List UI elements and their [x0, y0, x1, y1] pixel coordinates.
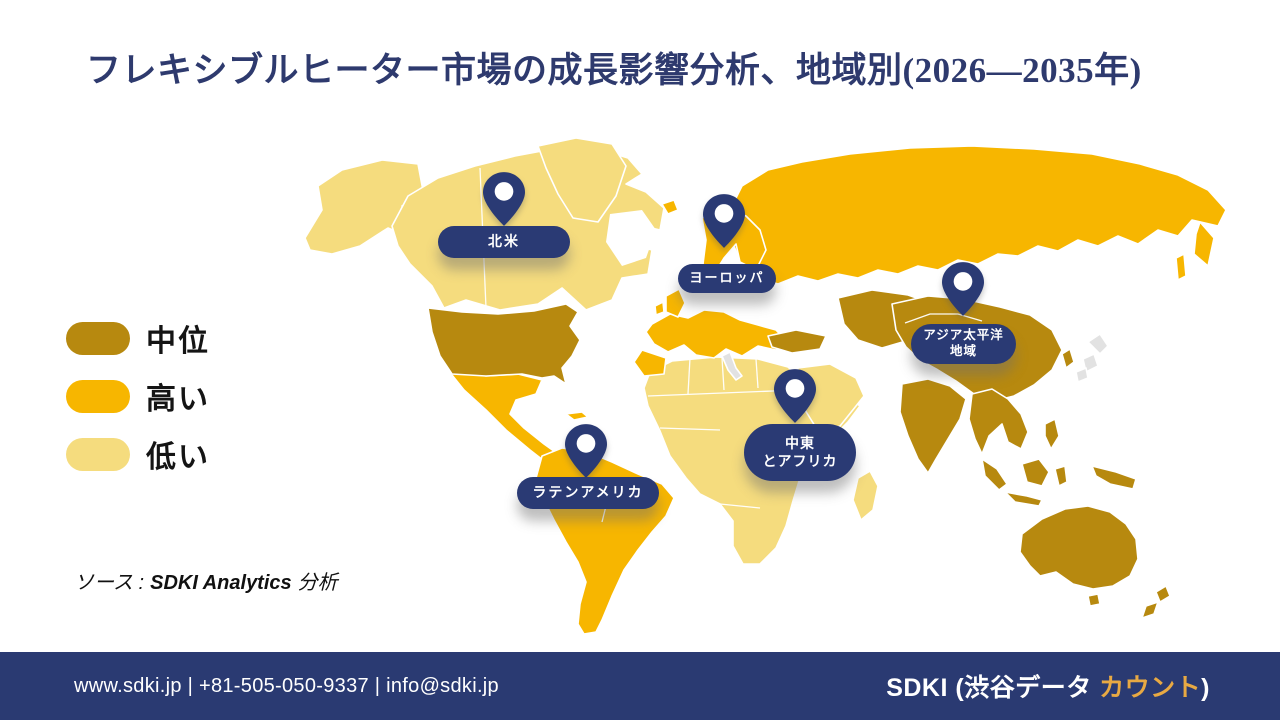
countries-high [447, 145, 1227, 635]
sea-overlays [606, 210, 843, 339]
legend-item-high: 高い [66, 374, 210, 418]
region-southeast-asia [968, 388, 1029, 455]
legend-swatch-medium [66, 321, 130, 355]
region-caribbean [565, 411, 589, 421]
footer-brand: SDKI (渋谷データ カウント) [886, 668, 1210, 704]
country-korea [1061, 348, 1075, 369]
country-japan-hokkaido [1087, 333, 1109, 355]
country-australia [1019, 505, 1139, 590]
legend-label-high: 高い [146, 383, 210, 416]
footer-brand-accent: カウント [1099, 674, 1202, 702]
country-japan-kyushu [1075, 367, 1089, 383]
source-suffix: 分析 [297, 572, 338, 594]
region-iberia [633, 349, 667, 377]
footer-brand-suffix: ) [1201, 674, 1210, 702]
region-label-asia-pacific: アジア太平洋 地域 [911, 324, 1016, 364]
map-pin-asia-pacific [942, 262, 984, 316]
footer-bar: www.sdki.jp | +81-505-050-9337 | info@sd… [0, 652, 1280, 720]
island-sulawesi [1054, 465, 1068, 487]
island-new-guinea [1091, 465, 1137, 490]
legend-label-medium: 中位 [146, 325, 210, 358]
legend-swatch-high [66, 379, 130, 413]
country-ireland [654, 301, 665, 316]
region-kamchatka [1193, 221, 1215, 267]
pin-icon [565, 424, 607, 478]
country-new-zealand-south [1141, 601, 1159, 619]
legend-item-medium: 中位 [66, 316, 210, 360]
countries-medium [427, 289, 1171, 619]
pin-icon [774, 369, 816, 423]
legend-swatch-low [66, 437, 130, 471]
footer-contact: www.sdki.jp | +81-505-050-9337 | info@sd… [74, 674, 499, 697]
source-prefix: ソース : [74, 572, 145, 594]
map-pin-latin-america [565, 424, 607, 478]
pin-icon [942, 262, 984, 316]
country-uk [665, 288, 686, 318]
source-name: SDKI Analytics [150, 572, 292, 594]
caspian-sea [829, 309, 843, 339]
pin-icon [703, 194, 745, 248]
legend: 中位 高い 低い [66, 316, 210, 490]
pin-icon [483, 172, 525, 226]
region-label-europe: ヨーロッパ [678, 264, 776, 293]
island-borneo [1021, 458, 1050, 487]
island-tasmania [1087, 593, 1101, 607]
map-pin-middle-east-africa [774, 369, 816, 423]
map-pin-north-america [483, 172, 525, 226]
country-greenland [537, 137, 627, 223]
region-mexico-central-america [447, 369, 573, 469]
map-pin-europe [703, 194, 745, 248]
legend-item-low: 低い [66, 432, 210, 476]
country-usa [427, 303, 581, 385]
country-russia [727, 145, 1227, 285]
country-madagascar [852, 470, 879, 521]
island-java [1004, 491, 1043, 507]
region-label-middle-east-africa: 中東 とアフリカ [744, 424, 856, 481]
country-india [899, 378, 967, 474]
region-label-latin-america: ラテンアメリカ [517, 477, 659, 509]
island-sumatra [981, 458, 1008, 491]
world-map [290, 118, 1235, 643]
source-note: ソース : SDKI Analytics 分析 [74, 566, 338, 595]
country-borders [479, 167, 983, 523]
hudson-bay [606, 210, 656, 266]
country-new-zealand-north [1155, 585, 1171, 603]
region-europe-mainland [645, 309, 788, 359]
region-label-north-america: 北米 [438, 226, 570, 258]
island-philippines [1044, 418, 1060, 450]
country-iceland [661, 199, 679, 215]
countries-gray [721, 333, 1109, 383]
region-sakhalin [1175, 253, 1187, 281]
legend-label-low: 低い [146, 441, 210, 474]
page-title: フレキシブルヒーター市場の成長影響分析、地域別(2026—2035年) [86, 51, 1142, 90]
world-map-svg [304, 137, 1227, 635]
footer-brand-prefix: SDKI (渋谷データ [886, 674, 1100, 702]
country-turkey [767, 329, 827, 354]
country-italy [721, 351, 743, 381]
